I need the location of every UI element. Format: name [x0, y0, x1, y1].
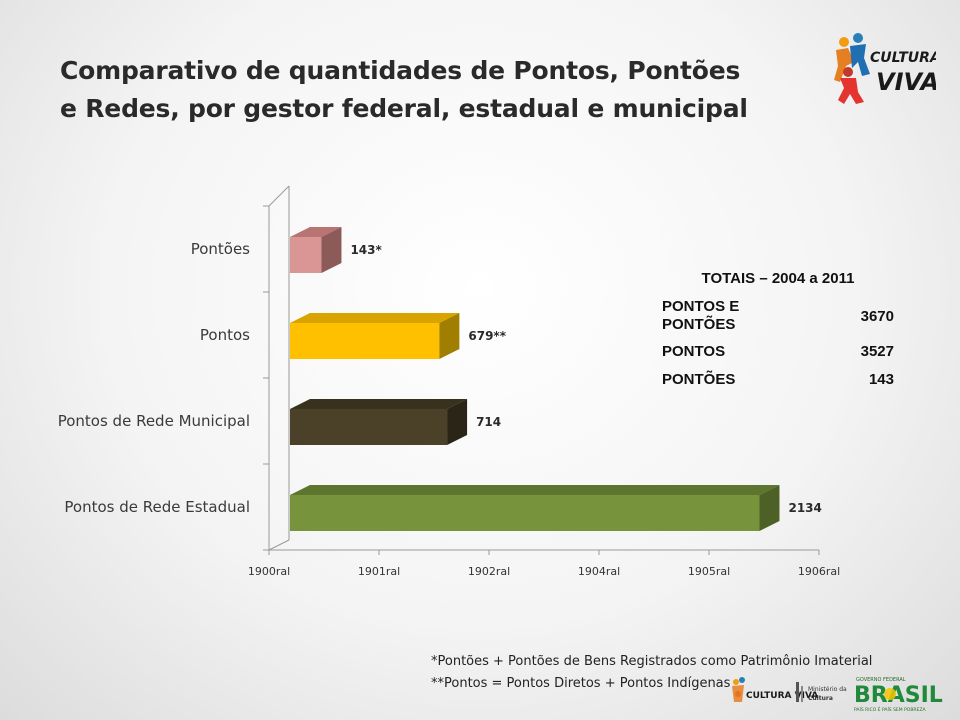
bar-top — [290, 485, 780, 495]
cultura-viva-small-logo: CULTURA VIVA — [732, 677, 818, 702]
category-label: Pontos de Rede Municipal — [58, 412, 250, 430]
data-label: 2134 — [788, 501, 821, 515]
x-tick-label: 1900ral — [248, 565, 290, 578]
bar-side — [447, 399, 468, 445]
data-label: 143* — [350, 243, 382, 257]
category-label: Pontões — [191, 240, 250, 258]
cultura-viva-logo: CULTURA VIVA — [834, 33, 936, 104]
logo-text-line2: VIVA — [876, 68, 936, 96]
totals-row-value: 143 — [868, 370, 894, 388]
bar-front — [290, 495, 760, 531]
totals-row: PONTOS E PONTÕES 3670 — [662, 295, 894, 337]
totals-row-value: 3527 — [860, 342, 894, 360]
totals-row: PONTOS 3527 — [662, 337, 894, 365]
footer-logos: CULTURA VIVA Ministério da Cultura GOVER… — [732, 677, 943, 713]
title-line-1: Comparativo de quantidades de Pontos, Po… — [60, 56, 741, 85]
x-tick-label: 1902ral — [468, 565, 510, 578]
bars — [290, 227, 780, 531]
x-tick-label: 1904ral — [578, 565, 620, 578]
bar-top — [290, 313, 460, 323]
category-label: Pontos de Rede Estadual — [64, 498, 250, 516]
bar-front — [290, 237, 322, 273]
brasil-sub-text: PAÍS RICO É PAÍS SEM POBREZA — [854, 705, 926, 713]
category-labels: Pontões Pontos Pontos de Rede Municipal Pon… — [58, 240, 250, 516]
totals-title: TOTAIS – 2004 a 2011 — [701, 270, 855, 287]
totals-row-label: PONTOS E PONTÕES — [662, 298, 740, 333]
totals-table: TOTAIS – 2004 a 2011 PONTOS E PONTÕES 36… — [662, 270, 894, 393]
bar-side — [321, 227, 342, 273]
logo-text-line1: CULTURA — [870, 50, 936, 66]
dancing-figures-icon — [834, 33, 870, 104]
title-line-2: e Redes, por gestor federal, estadual e … — [60, 94, 748, 123]
chart-title: Comparativo de quantidades de Pontos, Po… — [60, 52, 780, 128]
data-label: 714 — [476, 415, 501, 429]
x-tick-label: 1901ral — [358, 565, 400, 578]
ministry-line-1: Ministério da — [808, 686, 847, 693]
bar-front — [290, 323, 440, 359]
brasil-government-logo: GOVERNO FEDERAL BRASIL PAÍS RICO É PAÍS … — [854, 677, 943, 713]
totals-row-label: PONTOS — [662, 342, 726, 360]
small-logo-text: CULTURA VIVA — [746, 691, 818, 701]
bar-front — [290, 409, 448, 445]
bar-side — [439, 313, 460, 359]
footnotes: *Pontões + Pontões de Bens Registrados c… — [431, 651, 872, 695]
bar-top — [290, 399, 468, 409]
top-edge — [268, 185, 290, 207]
x-tick-label: 1906ral — [798, 565, 840, 578]
ministry-line-2: Cultura — [808, 695, 833, 702]
x-axis-ticks: 1900ral 1901ral 1902ral 1904ral 1905ral 1906r… — [248, 550, 840, 578]
brasil-flag-icon — [884, 688, 896, 700]
footnote-2: **Pontos = Pontos Diretos + Pontos Indíg… — [431, 676, 731, 691]
ministry-culture-logo: Ministério da Cultura — [796, 682, 847, 702]
totals-row-label: PONTÕES — [662, 370, 736, 388]
x-tick-label: 1905ral — [688, 565, 730, 578]
category-label: Pontos — [200, 326, 250, 344]
totals-row: PONTÕES 143 — [662, 365, 894, 393]
data-label: 679** — [468, 329, 506, 343]
footnote-1: *Pontões + Pontões de Bens Registrados c… — [431, 654, 873, 669]
totals-row-value: 3670 — [860, 307, 894, 325]
floor-edge — [268, 539, 290, 551]
bar-side — [759, 485, 780, 531]
bar-top — [290, 227, 342, 237]
plot-frame — [263, 185, 819, 551]
brasil-word: BRASIL — [854, 683, 943, 708]
brasil-top-text: GOVERNO FEDERAL — [856, 677, 906, 683]
data-labels: 143* 679** 714 2134 — [350, 243, 821, 515]
